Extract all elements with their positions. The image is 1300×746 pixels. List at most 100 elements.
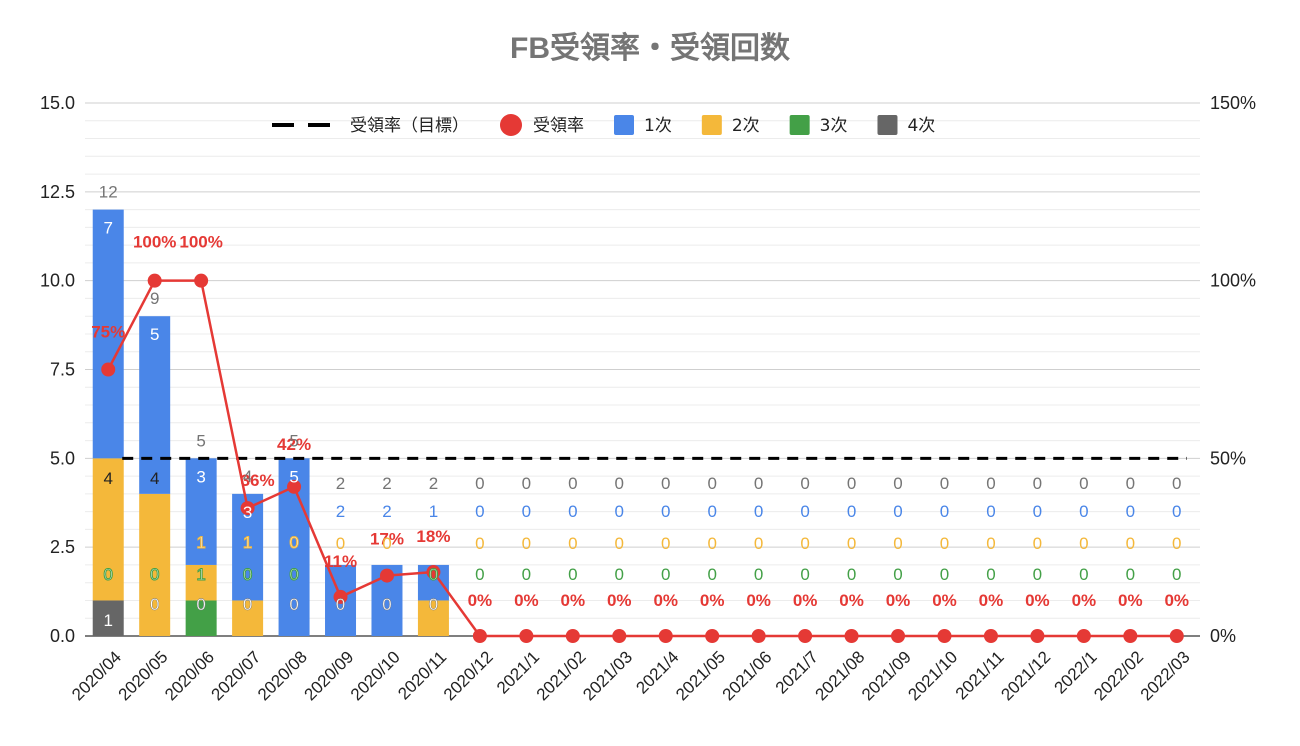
rate-point [751, 629, 766, 643]
label-blue: 0 [522, 502, 531, 521]
label-total: 0 [847, 474, 856, 493]
rate-point [798, 629, 813, 643]
rate-point [1030, 629, 1045, 643]
label-1st: 0 [336, 534, 345, 553]
label-1st: 0 [707, 534, 716, 553]
label-blue: 0 [661, 502, 670, 521]
label-total: 0 [475, 474, 484, 493]
label-total: 0 [1079, 474, 1088, 493]
legend-swatch-4次 [877, 115, 898, 135]
label-blue: 5 [150, 325, 159, 344]
label-2nd: 1 [196, 565, 205, 584]
x-tick-label: 2020/07 [208, 647, 265, 704]
rate-label: 0% [607, 591, 632, 610]
label-blue: 0 [707, 502, 716, 521]
label-total: 5 [196, 431, 205, 450]
rate-point [147, 273, 162, 288]
legend-swatch-1次 [614, 115, 634, 135]
rate-point [844, 629, 859, 643]
bar-1次 [92, 209, 124, 459]
label-blue: 3 [196, 467, 205, 486]
x-tick-label: 2020/09 [300, 647, 357, 704]
legend-label: 3次 [820, 116, 848, 136]
y-left-tick: 0.0 [50, 626, 75, 646]
x-tick-label: 2021/03 [579, 647, 636, 704]
y-left-tick: 10.0 [40, 271, 75, 291]
x-tick-label: 2021/05 [672, 647, 729, 704]
label-1st: 0 [893, 534, 902, 553]
rate-point [658, 629, 673, 643]
label-blue: 3 [243, 503, 252, 522]
x-tick-label: 2020/05 [115, 647, 172, 704]
label-2nd: 0 [847, 565, 856, 584]
rate-point [240, 501, 255, 516]
label-blue: 0 [1172, 502, 1181, 521]
bar-2次 [185, 564, 217, 601]
label-1st: 0 [1172, 534, 1181, 553]
legend-label: 4次 [907, 116, 935, 136]
label-1st: 0 [754, 534, 763, 553]
legend-swatch-3次 [789, 115, 810, 135]
x-tick-label: 2021/06 [719, 647, 776, 704]
bar-3次 [185, 600, 217, 636]
y-left-tick: 12.5 [40, 182, 75, 202]
label-total: 2 [429, 474, 438, 493]
bar-2次 [139, 493, 171, 636]
label-blue: 7 [103, 219, 112, 238]
label-2nd: 0 [986, 565, 995, 584]
bar-4次 [92, 600, 124, 636]
label-1st: 0 [568, 534, 577, 553]
rate-point [565, 629, 580, 643]
label-2nd: 0 [475, 565, 484, 584]
bar-1次 [185, 458, 217, 565]
y-right-tick: 150% [1210, 93, 1256, 113]
label-blue: 0 [847, 502, 856, 521]
label-total: 0 [707, 474, 716, 493]
label-total: 0 [1172, 474, 1181, 493]
legend: 受領率（目標） 受領率 1次 2次 3次 4次 [272, 114, 935, 136]
x-tick-label: 2020/12 [440, 647, 497, 704]
label-2nd: 0 [1079, 565, 1088, 584]
y-left-tick: 15.0 [40, 93, 75, 113]
label-total: 2 [336, 474, 345, 493]
label-1st: 0 [800, 534, 809, 553]
rate-label: 17% [370, 530, 404, 549]
x-tick-label: 2021/11 [952, 647, 1008, 703]
label-2nd: 0 [940, 565, 949, 584]
rate-point [333, 589, 348, 604]
rate-series: 75%100% 100%36%42%11%17% 18%0% 0% 0% 0% 0% 0% 0%… [91, 233, 1189, 643]
label-total: 0 [940, 474, 949, 493]
rate-label: 11% [324, 552, 357, 571]
label-blue: 0 [1033, 502, 1042, 521]
label-2nd: 0 [429, 565, 438, 584]
label-total: 5 [289, 431, 298, 450]
rate-label: 0% [514, 591, 539, 610]
left-axis: 0.0 2.5 5.0 7.5 10.0 12.5 15.0 [40, 93, 75, 646]
label-blue: 2 [336, 502, 345, 521]
label-total: 0 [661, 474, 670, 493]
rate-point [287, 479, 302, 494]
x-tick-label: 2021/08 [812, 647, 869, 704]
right-axis: 0% 50% 100% 150% [1210, 93, 1256, 646]
label-2nd: 0 [800, 565, 809, 584]
x-tick-label: 2020/08 [254, 647, 311, 704]
y-right-tick: 50% [1210, 448, 1246, 468]
label-total: 0 [800, 474, 809, 493]
rate-label: 0% [1072, 591, 1097, 610]
label-1st: 0 [986, 534, 995, 553]
label-3rd: 0 [336, 595, 345, 614]
rate-point [937, 629, 952, 643]
bars [92, 209, 449, 636]
label-1st: 0 [615, 534, 624, 553]
label-2nd: 0 [1172, 565, 1181, 584]
label-blue: 5 [289, 467, 298, 486]
rate-point [472, 629, 487, 643]
rate-label: 100% [133, 233, 176, 252]
label-total: 0 [1033, 474, 1042, 493]
label-1st: 1 [196, 533, 205, 552]
label-1st: 0 [1126, 534, 1135, 553]
label-total: 9 [150, 289, 159, 308]
label-total: 0 [893, 474, 902, 493]
label-2nd: 0 [289, 565, 298, 584]
